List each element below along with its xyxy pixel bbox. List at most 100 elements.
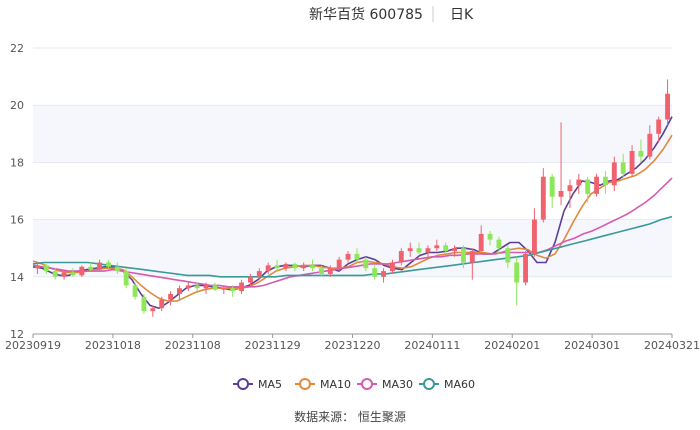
candle-body [389, 262, 395, 272]
x-tick-label: 20240111 [404, 339, 460, 352]
chart-title: 新华百货 600785 [309, 6, 423, 23]
candle-body [159, 299, 165, 309]
chart-source: 数据来源： 恒生聚源 [294, 409, 406, 424]
candle-body [88, 266, 94, 270]
ma-line-ma60 [32, 215, 673, 278]
legend-item-ma5[interactable]: MA5 [233, 378, 282, 391]
x-tick-label: 20231108 [165, 339, 221, 352]
candle-body [585, 179, 591, 194]
legend[interactable]: MA5 MA10 MA30 MA60 [233, 378, 475, 391]
candle-body [194, 285, 200, 289]
candle-body [505, 248, 511, 263]
candle-body [185, 285, 191, 289]
candle-body [239, 282, 245, 292]
candle-body [176, 288, 182, 294]
legend-marker-icon [299, 378, 311, 390]
grid [33, 47, 672, 335]
candle-body [265, 265, 271, 272]
candle-body [301, 265, 307, 269]
y-tick-label: 12 [10, 328, 24, 341]
candle-body [665, 93, 671, 120]
legend-label: MA10 [320, 378, 351, 391]
candle-body [656, 119, 662, 134]
candle-body [221, 288, 227, 290]
candle-body [212, 285, 218, 290]
legend-item-ma10[interactable]: MA10 [295, 378, 351, 391]
candle-body [478, 233, 484, 252]
candle-body [381, 271, 387, 277]
candle-body [469, 251, 475, 263]
candle-body [416, 248, 422, 253]
candle-body [372, 268, 378, 277]
legend-marker-icon [423, 378, 435, 390]
candle-body [52, 271, 58, 277]
candle-body [629, 150, 635, 174]
candle-body [114, 266, 120, 272]
candle-body [620, 162, 626, 174]
x-tick-label: 20231129 [245, 339, 301, 352]
candle-body [61, 272, 67, 277]
candle-body [141, 296, 147, 312]
legend-item-ma30[interactable]: MA30 [357, 378, 413, 391]
ma-line-ma5 [32, 116, 673, 310]
candle-body [576, 179, 582, 186]
y-tick-label: 18 [10, 156, 24, 169]
candle-body [292, 263, 298, 269]
candle-body [345, 253, 351, 260]
y-tick-label: 14 [10, 271, 24, 284]
candle-body [443, 245, 449, 252]
chart-period: 日K [450, 7, 474, 23]
y-tick-label: 22 [10, 42, 24, 55]
candle-body [123, 271, 129, 286]
candle-body [132, 285, 138, 297]
candle-body [638, 150, 644, 157]
candle-body [434, 245, 440, 249]
y-tick-label: 20 [10, 99, 24, 112]
candle-body [203, 285, 209, 289]
candle-body [274, 265, 280, 269]
candle-body [558, 191, 564, 197]
candle-body [230, 288, 236, 292]
x-tick-label: 20240301 [564, 339, 620, 352]
x-tick-label: 20240201 [484, 339, 540, 352]
legend-marker-icon [361, 378, 373, 390]
axes: 12 14 16 18 20 22 20230919 20231018 20231108 2023… [5, 42, 700, 352]
x-tick-label: 20230919 [5, 339, 61, 352]
legend-label: MA30 [382, 378, 413, 391]
candle-body [354, 253, 360, 260]
candle-body [531, 219, 537, 254]
moving-average-lines [32, 116, 673, 310]
legend-label: MA5 [258, 378, 282, 391]
candle-body [256, 271, 262, 277]
x-tick-label: 20240321 [644, 339, 700, 352]
candlesticks [34, 79, 671, 317]
legend-item-ma60[interactable]: MA60 [419, 378, 475, 391]
ma-line-ma10 [32, 134, 673, 302]
candle-body [34, 265, 40, 269]
x-tick-label: 20231220 [325, 339, 381, 352]
candle-body [70, 272, 76, 276]
candle-body [540, 176, 546, 220]
candle-body [425, 248, 431, 253]
candle-body [514, 262, 520, 283]
candle-body [310, 265, 316, 269]
legend-label: MA60 [444, 378, 475, 391]
candle-body [647, 133, 653, 157]
candle-body [327, 268, 333, 274]
candle-body [602, 176, 608, 186]
candle-body [487, 233, 493, 240]
candle-body [594, 176, 600, 194]
ma-line-ma30 [32, 177, 673, 288]
y-tick-label: 16 [10, 214, 24, 227]
candle-body [496, 239, 502, 249]
x-tick-label: 20231018 [85, 339, 141, 352]
candle-body [398, 251, 404, 263]
candle-body [611, 162, 617, 186]
candle-body [523, 253, 529, 283]
candle-body [97, 262, 103, 270]
candle-body [567, 185, 573, 191]
candle-body [283, 263, 289, 269]
candle-body [452, 248, 458, 252]
candle-body [318, 268, 324, 274]
